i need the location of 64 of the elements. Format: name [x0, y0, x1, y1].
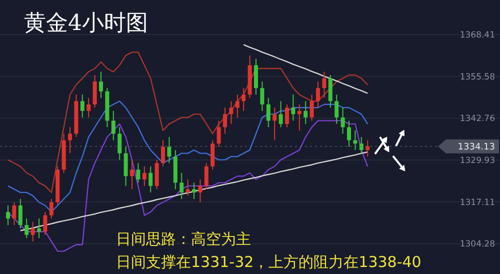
candlestick [111, 110, 116, 141]
candlestick [322, 71, 326, 98]
candlestick [92, 74, 97, 108]
candlestick [216, 120, 221, 148]
candlestick [223, 107, 227, 134]
candlestick [353, 130, 358, 151]
ref-line-label: 1334.13 [458, 142, 495, 153]
candlestick [210, 140, 215, 170]
candlestick [154, 159, 159, 190]
y-tick-label: 1329.93 [460, 156, 495, 166]
annotation: 日间思路：高空为主 [116, 230, 251, 248]
candlestick [235, 94, 240, 118]
candlestick [242, 88, 246, 112]
candlestick [161, 140, 165, 167]
candlestick [136, 162, 140, 184]
y-tick-label: 1368.41 [460, 30, 495, 41]
candlestick [328, 74, 332, 108]
candlestick [278, 100, 283, 128]
candlestick [180, 172, 184, 200]
y-tick-label: 1342.76 [460, 114, 495, 124]
candlestick [285, 104, 289, 128]
candlestick [340, 107, 345, 134]
candlestick [142, 166, 146, 186]
candlestick [366, 140, 370, 158]
y-tick-label: 1355.58 [460, 72, 495, 82]
candlestick [130, 159, 134, 190]
candlestick [37, 218, 41, 239]
candlestick [24, 218, 29, 239]
candlestick [316, 81, 320, 108]
candlestick [297, 104, 302, 131]
candlestick [304, 100, 308, 124]
candlestick [204, 162, 208, 190]
candlestick [192, 182, 196, 200]
candlestick [167, 136, 172, 164]
candlestick [43, 212, 48, 236]
candlestick [186, 178, 190, 196]
y-tick-label: 1317.11 [460, 198, 495, 208]
candlestick [6, 205, 10, 226]
text: 黄金4小时图 [24, 11, 148, 36]
candlestick [12, 202, 16, 226]
line-series [7, 52, 368, 194]
candlestick [124, 146, 128, 186]
candlestick [310, 94, 314, 122]
candlestick [18, 198, 22, 229]
candlestick [86, 97, 91, 118]
candlestick [118, 126, 122, 160]
candlestick [30, 221, 35, 242]
y-tick-label: 1304.28 [460, 240, 495, 250]
candlestick [347, 120, 351, 148]
candlestick [272, 107, 277, 141]
candlestick [260, 81, 264, 112]
candlestick [99, 71, 103, 98]
candlestick [80, 94, 84, 118]
candlestick [49, 198, 54, 220]
annotation: 日间支撑在1331-32，上方的阻力在1338-40 [116, 253, 422, 271]
candlestick [229, 100, 234, 124]
candlestick [359, 136, 364, 154]
candlestick [291, 94, 296, 122]
candlestick [198, 178, 202, 203]
candlestick [334, 94, 339, 124]
candlestick [68, 126, 72, 154]
candlestick [148, 166, 153, 193]
candlestick [254, 58, 258, 96]
candlestick [266, 97, 270, 128]
